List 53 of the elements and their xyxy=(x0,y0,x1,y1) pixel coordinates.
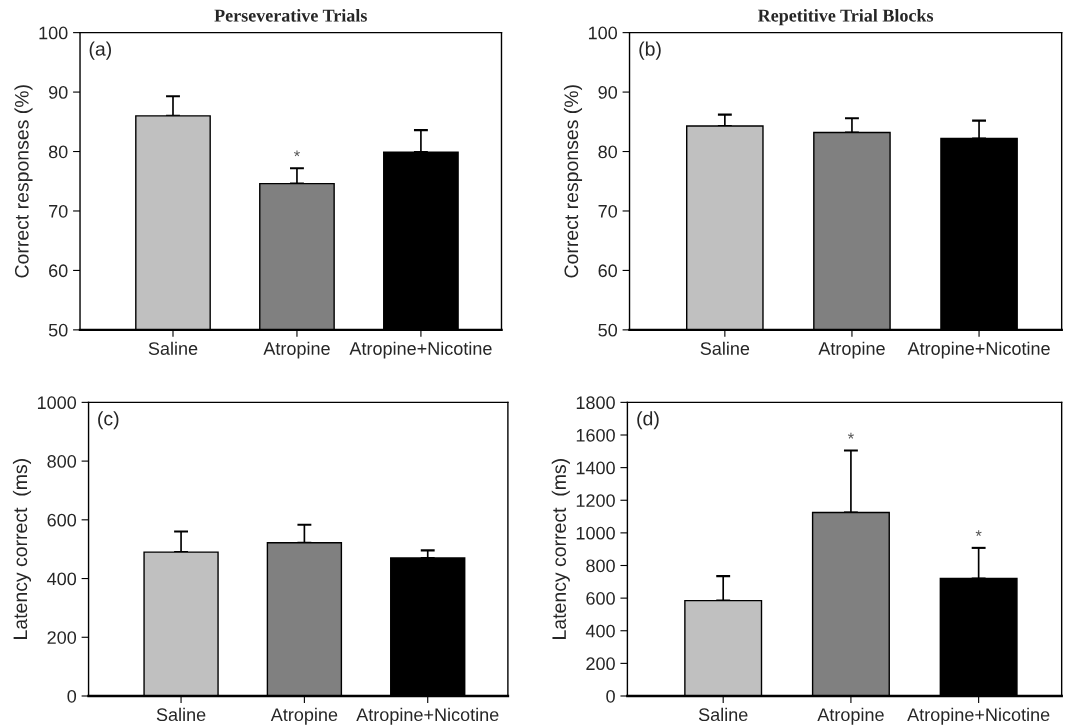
y-axis-title: Correct responses (%) xyxy=(563,85,583,278)
y-tick-label: 200 xyxy=(47,631,77,644)
x-tick-label: Atropine xyxy=(817,707,884,725)
y-tick-label: 1000 xyxy=(37,396,77,410)
annotation: (b) xyxy=(639,41,661,60)
y-tick-label: 70 xyxy=(598,204,618,218)
x-tick-label: Atropine+Nicotine xyxy=(349,341,492,359)
y-tick-label: 70 xyxy=(49,204,68,218)
y-tick-label: 800 xyxy=(586,559,615,573)
x-tick-label: Atropine+Nicotine xyxy=(356,707,499,725)
annotation: * xyxy=(847,432,854,439)
annotation: (a) xyxy=(89,41,112,60)
y-tick-label: 60 xyxy=(49,264,68,278)
y-tick-label: 100 xyxy=(39,26,68,40)
y-tick-label: 200 xyxy=(586,657,615,671)
y-tick-label: 0 xyxy=(67,689,77,703)
y-tick-label: 400 xyxy=(585,624,615,638)
annotation: * xyxy=(975,530,982,537)
x-tick-label: Atropine xyxy=(270,707,338,725)
chart-title: Repetitive Trial Blocks xyxy=(757,8,934,26)
y-tick-label: 100 xyxy=(588,26,618,40)
y-axis-title: Latency correct (ms) xyxy=(551,459,570,639)
y-axis-title: Correct responses (%) xyxy=(14,85,33,278)
y-axis-title: Latency correct (ms) xyxy=(12,459,32,639)
x-tick-label: Saline xyxy=(698,707,748,722)
y-tick-label: 80 xyxy=(598,145,618,159)
annotation: (c) xyxy=(98,411,119,430)
y-tick-label: 1000 xyxy=(576,526,615,540)
y-tick-label: 80 xyxy=(48,145,68,159)
y-tick-label: 1200 xyxy=(576,494,615,507)
x-tick-label: Atropine xyxy=(818,341,885,359)
chart-title: Perseverative Trials xyxy=(214,8,367,22)
y-tick-label: 50 xyxy=(598,323,618,337)
y-tick-label: 60 xyxy=(598,264,618,278)
y-tick-label: 1800 xyxy=(576,396,615,410)
y-tick-label: 1400 xyxy=(576,461,615,475)
x-tick-label: Atropine+Nicotine xyxy=(907,707,1050,725)
x-tick-label: Saline xyxy=(156,707,206,722)
x-tick-label: Atropine+Nicotine xyxy=(907,341,1050,359)
y-tick-label: 0 xyxy=(606,689,615,703)
y-tick-label: 600 xyxy=(47,513,77,527)
annotation: * xyxy=(293,150,300,157)
x-tick-label: Saline xyxy=(700,341,750,355)
y-tick-label: 1600 xyxy=(576,428,615,442)
y-tick-label: 90 xyxy=(598,86,618,99)
y-tick-label: 400 xyxy=(47,572,77,586)
y-tick-label: 50 xyxy=(48,323,68,337)
x-tick-label: Saline xyxy=(148,341,198,355)
y-tick-label: 600 xyxy=(586,592,615,605)
x-tick-label: Atropine xyxy=(263,341,330,359)
annotation: (d) xyxy=(637,411,659,430)
y-tick-label: 800 xyxy=(47,455,77,468)
y-tick-label: 90 xyxy=(48,86,68,99)
